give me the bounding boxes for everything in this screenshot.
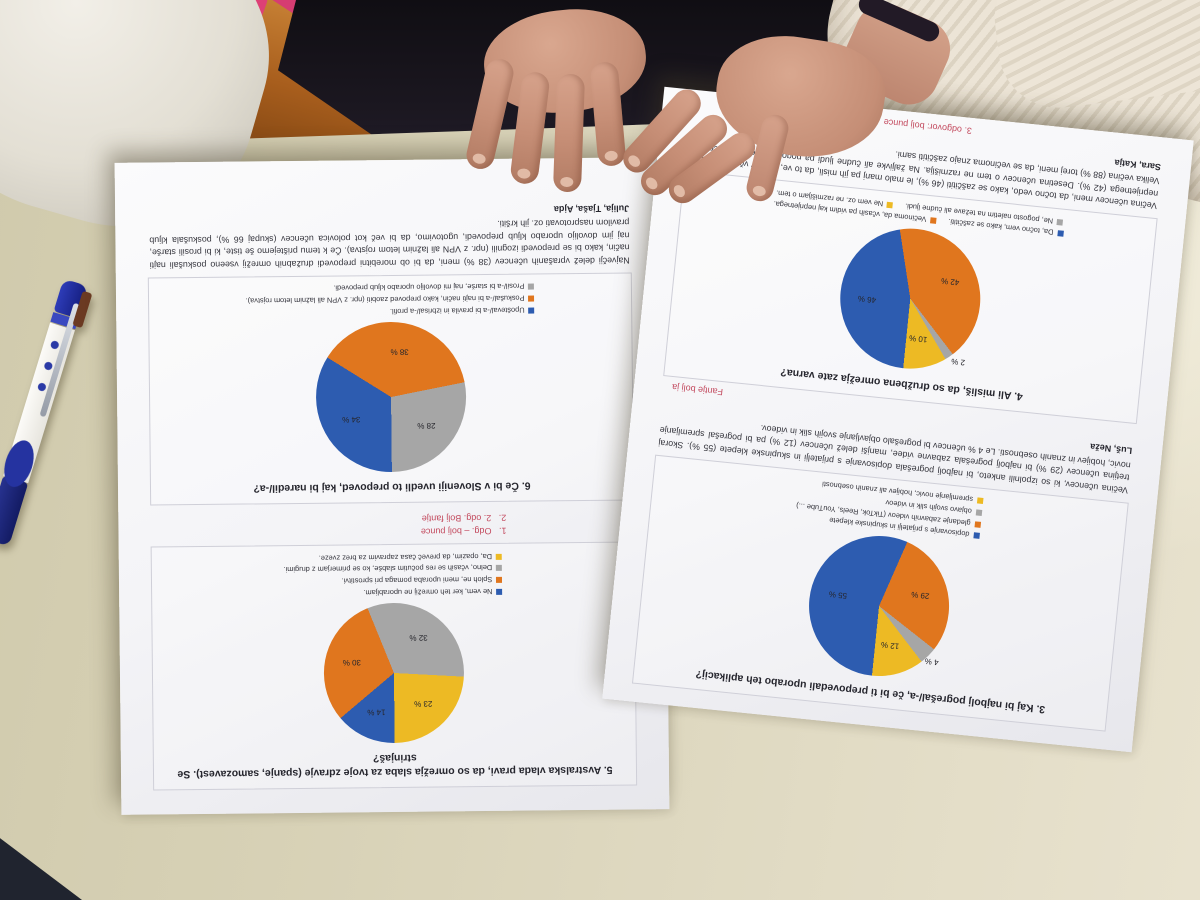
legend-item: Ne vem, ker teh omrežij ne uporabljam.	[363, 586, 503, 598]
pie-label: 46 %	[857, 294, 877, 305]
legend-swatch-orange	[496, 576, 503, 584]
pie-label: 12 %	[880, 640, 900, 652]
pie-label: 28 %	[417, 420, 436, 430]
pie-label: 55 %	[828, 589, 848, 601]
chart-5-title: 5. Avstralska vlada pravi, da so omrežja…	[177, 752, 613, 781]
pie-label: 42 %	[940, 276, 960, 288]
pen-dot	[36, 382, 47, 393]
legend-label: Sploh ne, meni uporaba pomaga pri sprost…	[341, 575, 493, 586]
chart-3-box: 3. Kaj bi najbolj pogrešal/-a, če bi ti …	[631, 454, 1129, 732]
pie-chart-3: 55 % 29 % 4 % 12 %	[802, 529, 956, 684]
legend-item: Prosil/-a bi starše, naj mi dovolijo upo…	[333, 281, 535, 293]
legend-swatch-yellow	[976, 497, 984, 505]
pie-chart-5: 14 % 30 % 32 % 23 %	[323, 601, 465, 744]
chart-6-legend: Upošteval/-a bi pravila in izbrisal/-a p…	[245, 281, 535, 317]
legend-swatch-gray	[975, 509, 982, 517]
legend-swatch-orange	[974, 521, 981, 528]
pie-label: 34 %	[342, 414, 361, 424]
pie-chart-6: 34 % 38 % 28 %	[315, 320, 467, 473]
summary-paragraph: Največji delež vprašanih učencev (38 %) …	[149, 217, 630, 271]
pie-label: 32 %	[409, 632, 428, 643]
legend-swatch-blue	[528, 307, 535, 314]
pie-label: 14 %	[367, 707, 386, 717]
pie-chart-4: 46 % 42 % 2 % 10 %	[833, 222, 987, 376]
pen-dot	[43, 360, 54, 371]
handwritten-red-notes: 1. Odg. – bolj punce 2. 2. odg. Bolj fan…	[150, 510, 507, 541]
legend-item: Delno, včasih se res počutim slabše, ko …	[283, 563, 503, 575]
legend-swatch-blue	[1056, 230, 1064, 237]
chart-6-box: 6. Če bi v Sloveniji uvedli to prepoved,…	[147, 272, 635, 506]
legend-swatch-gray	[1056, 218, 1064, 226]
pie-label: 29 %	[910, 590, 930, 601]
legend-label: Ne vem, ker teh omrežij ne uporabljam.	[363, 586, 493, 598]
legend-swatch-gray	[528, 283, 535, 290]
right-hand	[617, 0, 960, 212]
chart-5-box: 5. Avstralska vlada pravi, da so omrežja…	[150, 541, 638, 791]
chart-5-legend: Ne vem, ker teh omrežij ne uporabljam. S…	[283, 551, 503, 598]
legend-label: Delno, včasih se res počutim slabše, ko …	[283, 563, 493, 575]
legend-swatch-blue	[973, 532, 980, 540]
legend-item: Sploh ne, meni uporaba pomaga pri sprost…	[341, 574, 503, 586]
legend-label: Da, opazim, da preveč časa zapravim za b…	[318, 551, 493, 563]
legend-swatch-orange	[528, 295, 535, 302]
legend-label: Prosil/-a bi starše, naj mi dovolijo upo…	[333, 281, 525, 293]
legend-swatch-gray	[496, 565, 503, 572]
pie-label: 38 %	[390, 346, 409, 357]
pie-label: 4 %	[924, 656, 939, 668]
pie-wrap: 34 % 38 % 28 %	[161, 319, 621, 474]
finger	[552, 73, 586, 193]
pie-label: 2 %	[950, 356, 966, 368]
pie-wrap: 14 % 30 % 32 % 23 %	[164, 600, 623, 745]
legend-label: Upošteval/-a bi pravila in izbrisal/-a p…	[389, 305, 525, 316]
legend-item: Upošteval/-a bi pravila in izbrisal/-a p…	[389, 304, 535, 316]
pie-label: 23 %	[414, 698, 433, 708]
chart-6-title: 6. Če bi v Sloveniji uvedli to prepoved,…	[253, 479, 531, 495]
legend-swatch-blue	[496, 588, 503, 595]
legend-item: Poskušal/-a bi najti način, kako prepove…	[245, 293, 535, 306]
pie-label: 10 %	[908, 333, 928, 345]
pie-label: 30 %	[342, 657, 362, 667]
legend-item: Da, opazim, da preveč časa zapravim za b…	[318, 551, 503, 563]
left-paper: 5. Avstralska vlada pravi, da so omrežja…	[114, 157, 670, 815]
legend-label: Poskušal/-a bi najti način, kako prepove…	[245, 293, 525, 306]
pen-dot	[49, 339, 60, 350]
legend-swatch-orange	[930, 217, 937, 225]
left-hand	[463, 1, 666, 205]
legend-swatch-yellow	[496, 553, 503, 560]
